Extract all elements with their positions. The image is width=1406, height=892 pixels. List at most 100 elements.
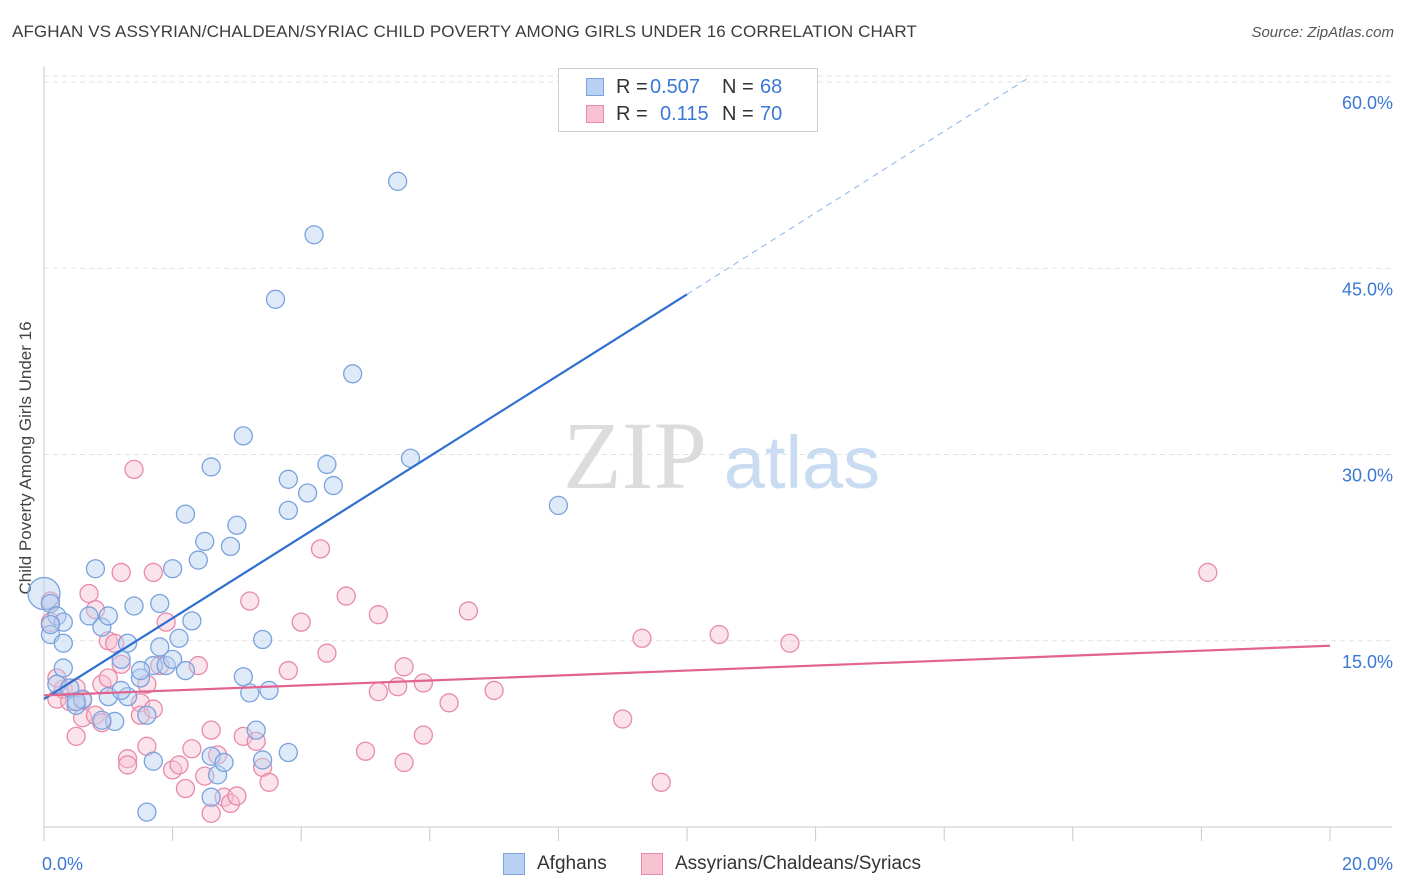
point-afghans: [111, 680, 131, 701]
point-afghans: [265, 289, 286, 309]
correlation-legend: R = 0.507 N = 68 R = 0.115 N = 70: [558, 68, 818, 132]
point-assyrians: [246, 731, 266, 751]
point-afghans: [297, 483, 318, 503]
point-assyrians: [368, 605, 389, 625]
point-afghans: [143, 751, 163, 771]
point-afghans: [40, 614, 61, 635]
point-afghans: [53, 633, 73, 653]
point-afghans: [246, 720, 266, 740]
point-afghans: [85, 559, 106, 579]
point-assyrians: [124, 459, 144, 480]
point-afghans: [548, 495, 569, 516]
point-assyrians: [143, 562, 163, 583]
point-assyrians: [47, 668, 67, 688]
legend-row-afghans: R = 0.507 N = 68: [559, 73, 782, 101]
point-afghans: [278, 742, 298, 763]
point-assyrians: [201, 720, 221, 740]
point-afghans: [233, 426, 253, 446]
point-assyrians: [336, 586, 356, 606]
point-assyrians: [413, 725, 434, 745]
point-assyrians: [1198, 562, 1218, 583]
point-afghans: [227, 515, 247, 535]
n-label: N =: [722, 102, 754, 125]
point-afghans: [162, 649, 183, 670]
point-afghans: [214, 752, 234, 773]
point-assyrians: [207, 745, 228, 765]
source-label: Source: ZipAtlas.com: [1251, 24, 1394, 41]
point-afghans: [387, 171, 408, 191]
point-afghans: [317, 454, 337, 475]
point-assyrians: [394, 657, 414, 677]
point-afghans: [98, 606, 118, 626]
point-afghans: [252, 750, 273, 770]
point-assyrians: [111, 562, 131, 583]
point-assyrians: [162, 760, 183, 780]
legend-item-afghans[interactable]: Afghans: [503, 850, 607, 878]
n-value: 68: [760, 75, 783, 98]
point-assyrians: [413, 673, 434, 693]
point-assyrians: [175, 778, 196, 799]
point-assyrians: [317, 643, 337, 663]
legend-label-afghans: Afghans: [537, 853, 607, 874]
point-afghans: [175, 660, 196, 681]
trend-line-assyrians: [43, 644, 1331, 697]
legend-label-assyrians: Assyrians/Chaldeans/Syriacs: [675, 853, 922, 874]
point-afghans: [342, 364, 363, 384]
point-afghans: [278, 469, 298, 489]
trend-lines: [43, 77, 1331, 701]
r-value: 0.115: [660, 102, 709, 125]
point-assyrians: [66, 726, 86, 747]
point-afghans: [220, 536, 241, 557]
legend-swatch-pink: [641, 853, 663, 875]
point-assyrians: [368, 682, 389, 702]
point-afghans: [117, 633, 138, 653]
point-afghans: [304, 225, 324, 245]
tick-labels: 15.0% 30.0% 45.0% 60.0% 0.0% 20.0%: [42, 93, 1393, 874]
point-afghans: [259, 680, 279, 701]
point-assyrians: [117, 755, 138, 775]
point-afghans: [175, 504, 196, 524]
point-assyrians: [458, 601, 479, 621]
point-assyrians: [117, 749, 138, 769]
point-afghans: [207, 765, 228, 785]
r-label: R =: [616, 102, 648, 125]
point-afghans: [201, 457, 221, 477]
point-afghans: [162, 559, 183, 579]
axes: [43, 66, 1392, 841]
point-assyrians: [85, 705, 106, 725]
legend-item-assyrians[interactable]: Assyrians/Chaldeans/Syriacs: [641, 850, 921, 878]
gridlines: [44, 75, 1392, 642]
point-afghans: [53, 658, 73, 678]
watermark-zip: ZIP: [563, 402, 707, 509]
point-assyrians: [613, 709, 633, 729]
legend-swatch-pink: [586, 105, 604, 123]
point-afghans: [124, 596, 144, 616]
n-label: N =: [722, 75, 754, 98]
x-tick-label: 0.0%: [42, 854, 83, 874]
chart-title: AFGHAN VS ASSYRIAN/CHALDEAN/SYRIAC CHILD…: [12, 22, 917, 41]
point-assyrians: [201, 803, 221, 823]
point-afghans: [111, 649, 131, 670]
r-label: R =: [616, 75, 648, 98]
point-afghans: [130, 660, 151, 681]
point-assyrians: [632, 628, 652, 648]
point-assyrians: [355, 741, 376, 761]
point-afghans: [323, 475, 344, 496]
point-afghans: [79, 606, 99, 626]
point-afghans: [182, 611, 202, 631]
watermark-atlas: atlas: [724, 421, 880, 504]
point-afghans: [278, 500, 298, 521]
point-assyrians: [394, 752, 414, 773]
point-afghans: [188, 550, 208, 570]
point-assyrians: [278, 660, 298, 681]
x-tick-label: 20.0%: [1342, 854, 1393, 874]
legend-row-assyrians: R = 0.115 N = 70: [559, 100, 782, 128]
point-afghans: [252, 629, 273, 650]
point-assyrians: [259, 772, 279, 792]
point-assyrians: [780, 633, 800, 653]
y-tick-label: 60.0%: [1342, 93, 1393, 113]
point-assyrians: [111, 654, 131, 674]
y-tick-label: 45.0%: [1342, 279, 1393, 299]
point-afghans: [137, 802, 157, 822]
